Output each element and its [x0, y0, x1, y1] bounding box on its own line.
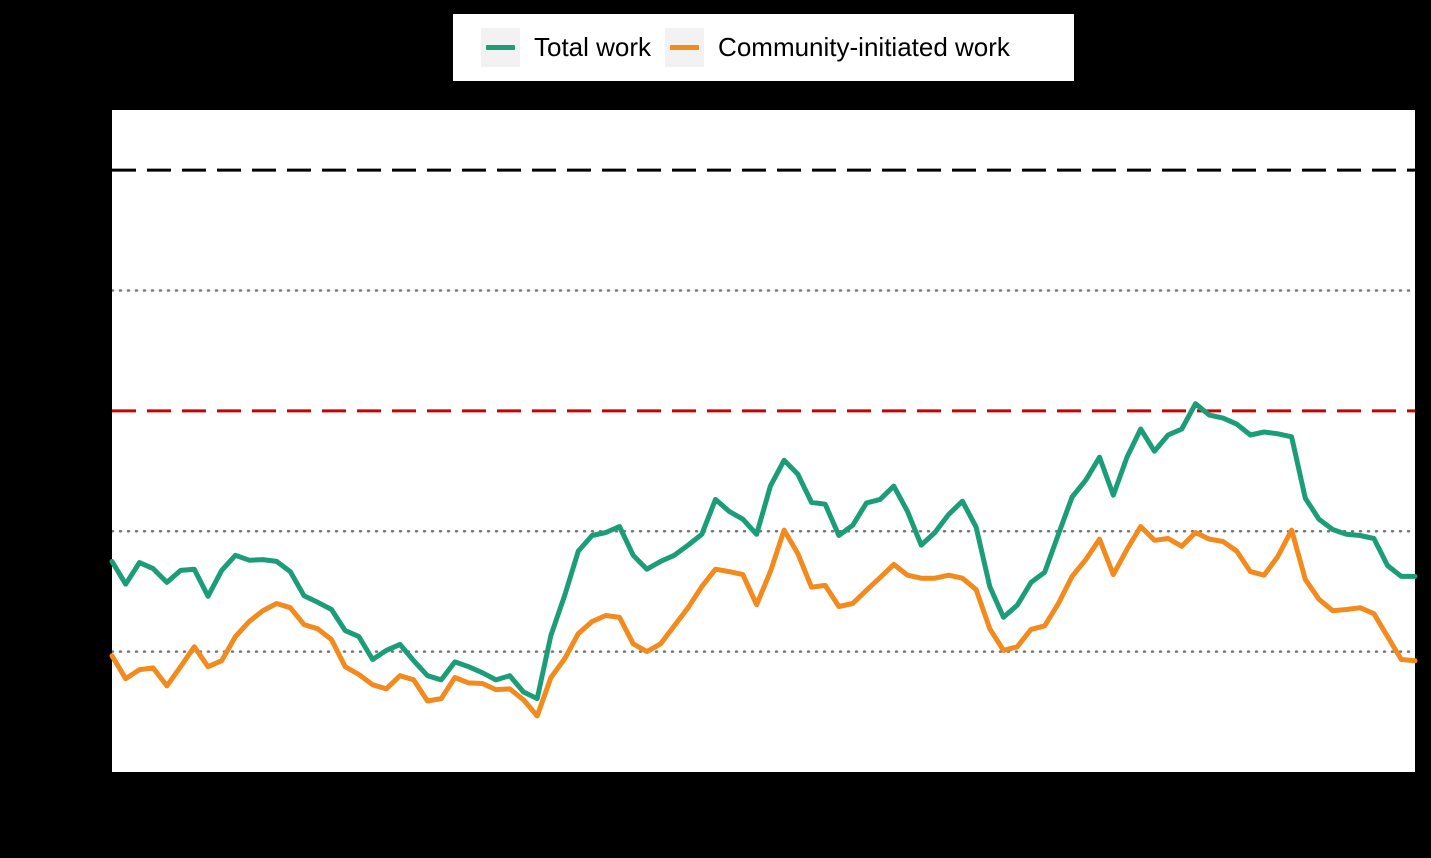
- axes: [105, 168, 1376, 779]
- legend-swatch-community-initiated-work: [670, 45, 700, 50]
- legend-label-total-work: Total work: [534, 32, 652, 62]
- series-lines: [109, 401, 1418, 719]
- legend: Total work Community-initiated work: [453, 14, 1074, 81]
- legend-key-total-work: [481, 28, 520, 67]
- plot-area: [112, 110, 1415, 772]
- series-line-0: [109, 401, 1418, 702]
- series-line-1: [109, 524, 1418, 719]
- legend-item-total-work: Total work: [481, 28, 651, 67]
- grid-lines: [110, 289, 1417, 653]
- legend-item-community-initiated-work: Community-initiated work: [665, 28, 1010, 67]
- legend-label-community-initiated-work: Community-initiated work: [718, 32, 1010, 62]
- reference-lines: [112, 168, 1415, 413]
- legend-swatch-total-work: [486, 45, 515, 50]
- legend-key-community-initiated-work: [665, 28, 705, 67]
